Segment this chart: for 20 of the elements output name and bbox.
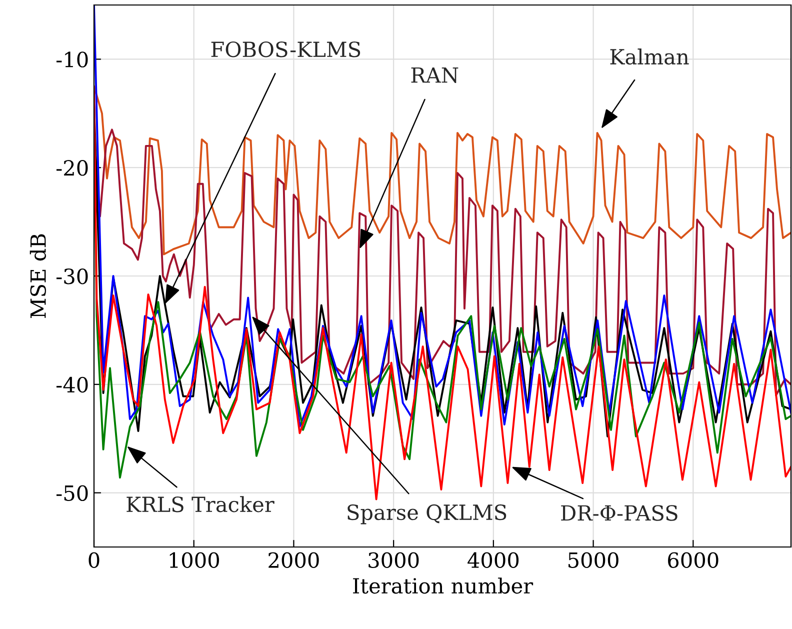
x-tick-label: 0 xyxy=(88,552,100,568)
x-tick-label: 5000 xyxy=(568,552,618,568)
y-tick-label: -40 xyxy=(56,376,88,393)
x-axis-title: Iteration number xyxy=(353,578,534,594)
annotation: FOBOS-KLMS xyxy=(211,41,360,58)
y-tick-label: -20 xyxy=(56,160,88,176)
x-tick-label: 3000 xyxy=(368,552,419,568)
annotation: KRLS Tracker xyxy=(126,496,274,512)
y-axis-title: MSE dB xyxy=(30,234,46,318)
y-tick-label: -10 xyxy=(56,52,88,68)
x-tick-label: 4000 xyxy=(468,552,519,568)
y-tick-label: -50 xyxy=(56,485,88,502)
annotation: Sparse QKLMS xyxy=(348,504,506,524)
x-tick-label: 2000 xyxy=(268,552,319,568)
annotation: Kalman xyxy=(610,48,689,65)
annotation: RAN xyxy=(411,67,458,83)
y-tick-label: -30 xyxy=(56,268,88,284)
annotation: DR-Φ-PASS xyxy=(561,505,678,521)
x-tick-label: 1000 xyxy=(170,552,219,568)
x-tick-label: 6000 xyxy=(668,552,718,568)
